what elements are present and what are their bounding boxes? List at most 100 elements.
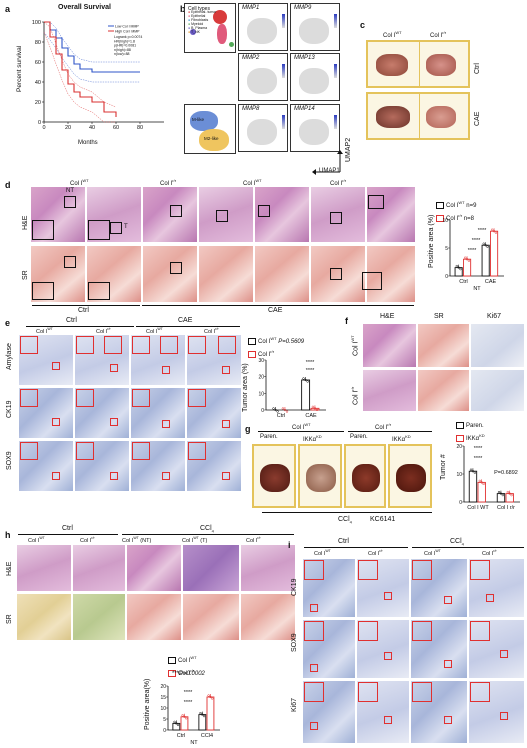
survival-ci-lower bbox=[43, 31, 140, 83]
panel-e-legend: Col IWT P=0.5609 Col Ir/r bbox=[248, 334, 304, 360]
a-ytick: 60 bbox=[35, 60, 41, 66]
svgE-point bbox=[302, 377, 305, 380]
a-xtick: 60 bbox=[113, 125, 119, 131]
panel-h-row-sr: SR bbox=[6, 614, 13, 624]
e-mini-6 bbox=[110, 418, 118, 426]
d-inset-box-3 bbox=[170, 205, 182, 217]
d-he-4 bbox=[198, 186, 254, 243]
svgG-xtick: Col I WT bbox=[467, 505, 489, 511]
e-inset-2 bbox=[76, 336, 94, 354]
svgD-xtick: Ctrl bbox=[459, 279, 468, 285]
d-inset-zoom-1 bbox=[32, 220, 54, 240]
panel-i-row-sox9: SOX9 bbox=[291, 633, 298, 652]
g-photo-3 bbox=[344, 444, 386, 508]
a-legend-low: Low Col I MMP bbox=[115, 25, 139, 29]
a-ytick: 20 bbox=[35, 100, 41, 106]
e-inset-7 bbox=[218, 336, 236, 354]
panel-c-cae-photo bbox=[366, 92, 470, 140]
g-brace-bottom bbox=[262, 512, 432, 513]
e-sox9-3 bbox=[130, 440, 186, 492]
svgD-point bbox=[467, 259, 471, 262]
g-photo-4 bbox=[388, 444, 432, 508]
i-mini-6 bbox=[384, 652, 392, 660]
a-stat-3: n(high)=88 bbox=[114, 48, 131, 52]
i-inset-3 bbox=[412, 560, 432, 580]
panel-f-col-he: H&E bbox=[380, 313, 395, 320]
a-legend-high: High Col I MMP bbox=[115, 30, 140, 34]
h-brace-ctrl bbox=[18, 534, 118, 535]
e-mini-11 bbox=[162, 472, 170, 480]
svgE-sig: **** bbox=[306, 368, 315, 374]
h-sr-5 bbox=[240, 593, 296, 641]
svgD-bar bbox=[454, 267, 463, 277]
e-inset-1 bbox=[20, 336, 38, 354]
svgD-point bbox=[491, 228, 494, 231]
svgD-point bbox=[459, 267, 462, 271]
svgG-point bbox=[478, 479, 481, 483]
d-sr-7 bbox=[366, 245, 416, 303]
panel-d-h3: Col IWT bbox=[243, 178, 262, 187]
svgG-ytick: 10 bbox=[456, 472, 462, 478]
svgE-point bbox=[311, 405, 315, 408]
d-brace-cae bbox=[142, 305, 414, 306]
svgH-point bbox=[201, 713, 204, 716]
panel-c-col-wt: Col IWT bbox=[383, 30, 402, 39]
h-sub-4: Col IWT (T) bbox=[182, 536, 208, 544]
e-sox9-4 bbox=[186, 440, 242, 492]
e-mini-5 bbox=[52, 418, 60, 426]
svgE-point bbox=[315, 408, 319, 411]
d-sr-2 bbox=[86, 245, 142, 303]
svgH-xgroup: NT bbox=[190, 740, 198, 746]
svgE-point bbox=[272, 407, 275, 410]
h-sr-1 bbox=[16, 593, 72, 641]
d-inset-box-9 bbox=[170, 262, 182, 274]
svgD-bar bbox=[463, 258, 472, 277]
svgH-ytick: 20 bbox=[160, 684, 166, 690]
e-mini-1 bbox=[52, 362, 60, 370]
i-inset-1 bbox=[304, 560, 324, 580]
svgG-point bbox=[480, 481, 483, 484]
h-he-4 bbox=[182, 544, 240, 592]
panel-e-h-cae: CAE bbox=[178, 317, 193, 324]
i-mini-4 bbox=[486, 594, 494, 602]
i-sub-3: Col IWT bbox=[424, 549, 441, 557]
panel-d-h1: Col IWT bbox=[70, 178, 89, 187]
myeloid-cluster bbox=[229, 42, 234, 47]
e-inset-14 bbox=[132, 442, 150, 460]
m-like-cluster bbox=[190, 111, 218, 131]
d-he-2 bbox=[86, 186, 142, 243]
tumor-cluster bbox=[213, 10, 227, 24]
panel-i-letter: i bbox=[288, 540, 291, 550]
g-bottom-kc6141: KC6141 bbox=[370, 516, 396, 523]
d-inset-box-5 bbox=[258, 205, 270, 217]
d-bar-chart: 0 5 10 Ctrl CAE NT **** **** **** bbox=[442, 218, 504, 292]
svgD-ytick: 0 bbox=[445, 274, 448, 280]
e-ck19-4 bbox=[186, 387, 242, 439]
svgH-bar bbox=[206, 696, 215, 731]
e-mini-12 bbox=[222, 472, 230, 480]
f-ki-rr bbox=[470, 369, 525, 412]
e-mini-3 bbox=[162, 366, 170, 374]
svgG-sig: **** bbox=[474, 446, 483, 452]
panel-h-legend: Col IWT Col Ir/r bbox=[168, 653, 197, 679]
svgH-ytick: 0 bbox=[163, 728, 166, 734]
svgH-point bbox=[183, 715, 186, 718]
f-he-rr bbox=[362, 369, 417, 412]
svgH-point bbox=[176, 723, 180, 727]
svgE-ytick: 20 bbox=[258, 375, 264, 381]
d-nt-mark: NT bbox=[66, 188, 74, 194]
e-inset-13 bbox=[76, 442, 94, 460]
svgD-bar bbox=[481, 244, 490, 277]
svgG-point bbox=[482, 482, 485, 486]
panel-i-row-ck19: CK19 bbox=[291, 578, 298, 596]
g-photo-2 bbox=[298, 444, 342, 508]
e-sub-2: Col Ir/r bbox=[96, 327, 111, 335]
a-xtick: 80 bbox=[137, 125, 143, 131]
svgE-point bbox=[283, 408, 287, 412]
panel-d-row-he: H&E bbox=[22, 215, 29, 230]
d-sr-3 bbox=[142, 245, 198, 303]
a-stat-4: n(low)=88 bbox=[114, 52, 130, 56]
i-ck19-1 bbox=[302, 558, 356, 618]
svgD-sig: **** bbox=[478, 228, 487, 234]
